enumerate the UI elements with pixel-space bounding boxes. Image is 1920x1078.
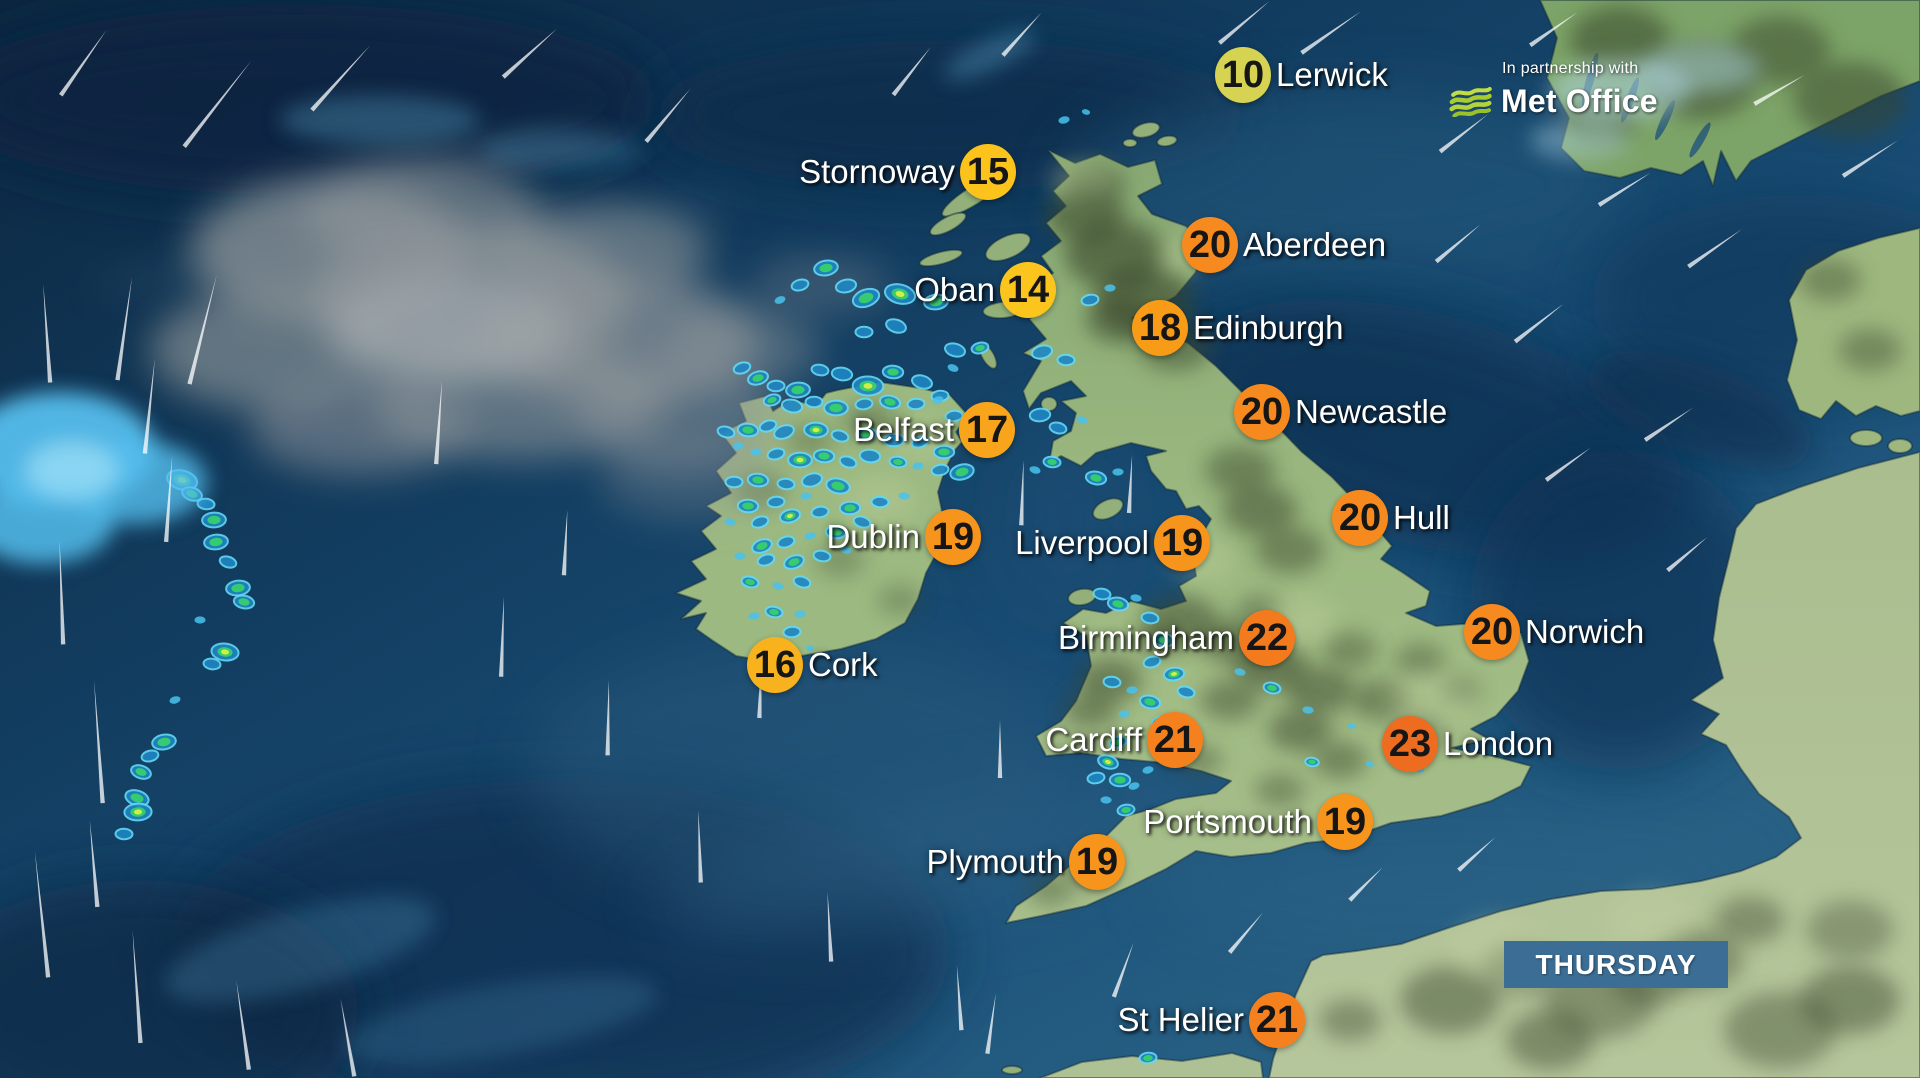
met-office-brand: Met Office xyxy=(1501,83,1658,119)
city-portsmouth: 19 Portsmouth xyxy=(1143,794,1373,850)
city-aberdeen: 20 Aberdeen xyxy=(1182,217,1386,273)
temperature-badge: 20 xyxy=(1464,604,1520,660)
city-name-label: Stornoway xyxy=(799,153,955,190)
city-name-label: Plymouth xyxy=(926,843,1064,880)
city-birmingham: 22 Birmingham xyxy=(1058,610,1295,666)
city-cork: 16 Cork xyxy=(747,637,878,693)
city-london: 23 London xyxy=(1382,716,1553,772)
temperature-badge: 20 xyxy=(1332,490,1388,546)
city-name-label: London xyxy=(1443,725,1554,762)
city-name-label: Edinburgh xyxy=(1193,309,1344,346)
city-dublin: 19 Dublin xyxy=(826,509,981,565)
temperature-badge: 14 xyxy=(1000,262,1056,318)
city-oban: 14 Oban xyxy=(914,262,1056,318)
city-name-label: Birmingham xyxy=(1057,619,1234,656)
city-liverpool: 19 Liverpool xyxy=(1015,515,1210,571)
light-blue-clouds xyxy=(0,30,1760,1065)
city-newcastle: 20 Newcastle xyxy=(1234,384,1447,440)
temperature-badge: 22 xyxy=(1239,610,1295,666)
city-name-label: Hull xyxy=(1393,499,1450,536)
city-lerwick: 10 Lerwick xyxy=(1215,47,1388,103)
temperature-badge: 20 xyxy=(1182,217,1238,273)
temperature-badge: 17 xyxy=(959,402,1015,458)
city-plymouth: 19 Plymouth xyxy=(926,834,1125,890)
city-name-label: Lerwick xyxy=(1276,56,1388,93)
city-name-label: Belfast xyxy=(853,411,954,448)
city-name-label: Cardiff xyxy=(1045,721,1142,758)
city-name-label: Aberdeen xyxy=(1243,226,1387,263)
temperature-badge: 23 xyxy=(1382,716,1438,772)
city-name-label: Liverpool xyxy=(1015,524,1149,561)
city-st-helier: 21 St Helier xyxy=(1117,992,1305,1048)
city-cardiff: 21 Cardiff xyxy=(1045,712,1203,768)
temperature-badge: 10 xyxy=(1215,47,1271,103)
city-name-label: St Helier xyxy=(1117,1001,1244,1038)
land-brittany xyxy=(1039,1052,1264,1078)
grey-cloud xyxy=(150,160,890,520)
temperature-badge: 19 xyxy=(1154,515,1210,571)
city-stornoway: 15 Stornoway xyxy=(799,144,1016,200)
temperature-badge: 15 xyxy=(960,144,1016,200)
rain-cells xyxy=(114,109,1425,1065)
city-belfast: 17 Belfast xyxy=(853,402,1015,458)
partnership-text: In partnership with xyxy=(1502,60,1639,77)
temperature-badge: 18 xyxy=(1132,300,1188,356)
city-norwich: 20 Norwich xyxy=(1464,604,1644,660)
city-name-label: Norwich xyxy=(1525,613,1645,650)
temperature-badge: 16 xyxy=(747,637,803,693)
city-hull: 20 Hull xyxy=(1332,490,1450,546)
temperature-badge: 21 xyxy=(1249,992,1305,1048)
temperature-badge: 19 xyxy=(925,509,981,565)
temperature-badge: 19 xyxy=(1069,834,1125,890)
wind-streaks xyxy=(34,1,1898,1077)
temperature-badge: 19 xyxy=(1317,794,1373,850)
city-name-label: Portsmouth xyxy=(1143,803,1312,840)
city-name-label: Dublin xyxy=(826,518,920,555)
city-name-label: Newcastle xyxy=(1295,393,1448,430)
city-name-label: Oban xyxy=(914,271,995,308)
city-name-label: Cork xyxy=(808,646,878,683)
met-office-attribution: In partnership with Met Office xyxy=(1448,60,1658,120)
met-office-logo-icon xyxy=(1449,86,1492,117)
temperature-badge: 21 xyxy=(1147,712,1203,768)
temperature-badge: 20 xyxy=(1234,384,1290,440)
day-label: THURSDAY xyxy=(1504,941,1728,988)
city-edinburgh: 18 Edinburgh xyxy=(1132,300,1343,356)
